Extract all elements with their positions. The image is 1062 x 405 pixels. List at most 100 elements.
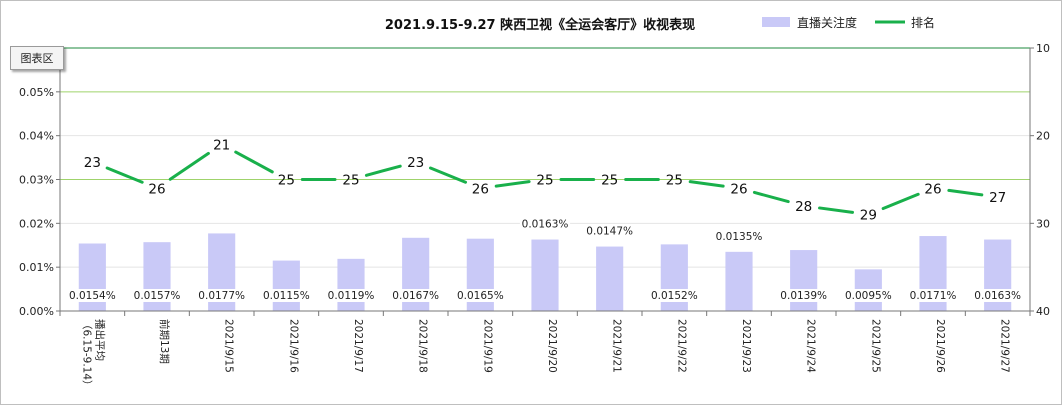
category-label-3: 2021/9/16 xyxy=(287,319,299,373)
category-label-text-8: 2021/9/21 xyxy=(611,319,623,373)
line-segment-6 xyxy=(494,180,531,188)
category-label-5: 2021/9/18 xyxy=(417,319,429,373)
line-point-label-10: 26 xyxy=(730,181,747,197)
line-point-label-0: 23 xyxy=(84,155,101,171)
bar-label-bg-2 xyxy=(196,289,247,302)
legend-label-line: 排名 xyxy=(911,15,935,30)
line-point-label-12: 29 xyxy=(860,208,877,224)
data-labels: 0.0154% 0.0157% 0.0177% 0.0115% 0.0119% 0.016… xyxy=(67,217,1023,302)
category-label-4: 2021/9/17 xyxy=(352,319,364,373)
category-label-text-13: 2021/9/26 xyxy=(934,319,946,373)
category-label-text-4: 2021/9/17 xyxy=(352,319,364,373)
bar-value-label-2: 0.0177% xyxy=(198,290,245,302)
bar-value-label-1: 0.0157% xyxy=(134,290,181,302)
line-point-label-13: 26 xyxy=(924,181,941,197)
category-label-text-11: 2021/9/24 xyxy=(805,319,817,373)
bar-value-label-6: 0.0165% xyxy=(457,290,504,302)
category-label-13: 2021/9/26 xyxy=(934,319,946,373)
bar-label-bg-1 xyxy=(131,289,183,302)
bar-value-label-9: 0.0152% xyxy=(651,290,698,302)
bar-label-bg-5 xyxy=(390,289,441,302)
y-right-tick-label-2: 30 xyxy=(1036,217,1050,230)
category-label-2: 2021/9/15 xyxy=(223,319,235,373)
line-segment-12 xyxy=(881,192,920,211)
line-segment-5 xyxy=(428,166,468,184)
bar-label-bg-10 xyxy=(713,229,765,243)
category-label-1: 前期13期 xyxy=(158,319,171,364)
category-labels: 播出平均（6.15-9.14） 前期13期 2021/9/15 2021/9/16 20… xyxy=(80,319,1010,391)
bar-value-label-4: 0.0119% xyxy=(328,290,375,302)
line-point-label-6: 26 xyxy=(472,181,489,197)
bar-label-bg-4 xyxy=(325,289,377,302)
bar-value-label-8: 0.0147% xyxy=(586,226,633,238)
y-left-tick-label-1: 0.01% xyxy=(19,261,54,274)
line-segment-0 xyxy=(105,166,144,184)
line-segment-9 xyxy=(688,180,725,188)
bar-10 xyxy=(725,251,753,311)
line-segment-13 xyxy=(947,188,984,197)
bar-label-bg-11 xyxy=(778,289,829,302)
category-label-11: 2021/9/24 xyxy=(805,319,817,373)
legend: 直播关注度 排名 xyxy=(762,15,935,30)
bar-value-label-13: 0.0171% xyxy=(910,290,957,302)
category-label-9: 2021/9/22 xyxy=(675,319,687,373)
bar-8 xyxy=(596,246,624,311)
line-point-label-11: 28 xyxy=(795,199,812,215)
category-label-text-0: 播出平均 xyxy=(93,319,106,361)
bar-label-bg-3 xyxy=(261,289,312,302)
category-label-text-6: 2021/9/19 xyxy=(481,319,493,373)
gridlines xyxy=(60,47,1030,268)
category-label-6: 2021/9/19 xyxy=(481,319,493,373)
bar-value-label-12: 0.0095% xyxy=(845,290,892,302)
line-segment-4 xyxy=(364,164,402,177)
line-point-label-7: 25 xyxy=(536,173,553,189)
line-point-label-8: 25 xyxy=(601,173,618,189)
line-point-label-9: 25 xyxy=(666,173,683,189)
category-label-subtext-0: （6.15-9.14） xyxy=(80,319,92,391)
category-label-8: 2021/9/21 xyxy=(611,319,623,373)
legend-label-bar: 直播关注度 xyxy=(797,15,857,30)
chart-area-tag[interactable]: 图表区 xyxy=(10,46,64,70)
axes: 0.00% 0.01% 0.02% 0.03% 0.04% 0.05% 10 20 30 40 xyxy=(19,42,1050,318)
bar-4 xyxy=(337,258,365,311)
category-label-12: 2021/9/25 xyxy=(869,319,881,373)
y-left-tick-label-5: 0.05% xyxy=(19,86,54,99)
category-label-text-10: 2021/9/23 xyxy=(740,319,752,373)
category-label-text-7: 2021/9/20 xyxy=(546,319,558,373)
line-point-label-4: 25 xyxy=(342,173,359,189)
bar-value-label-7: 0.0163% xyxy=(522,219,569,231)
bar-label-bg-6 xyxy=(455,289,506,302)
bar-3 xyxy=(272,260,300,311)
line-series: 23 26 21 25 25 23 26 25 25 25 26 28 29 26 27 xyxy=(84,137,1007,223)
bar-value-label-5: 0.0167% xyxy=(392,290,439,302)
line-point-label-2: 21 xyxy=(213,137,230,153)
line-point-label-1: 26 xyxy=(148,181,165,197)
y-left-tick-label-3: 0.03% xyxy=(19,174,54,187)
line-segment-10 xyxy=(752,190,790,204)
bar-label-bg-12 xyxy=(843,289,894,302)
line-point-label-3: 25 xyxy=(278,173,295,189)
bar-label-bg-13 xyxy=(907,289,959,302)
bar-value-label-3: 0.0115% xyxy=(263,290,310,302)
line-segment-1 xyxy=(168,151,210,181)
category-label-7: 2021/9/20 xyxy=(546,319,558,373)
y-left-tick-label-4: 0.04% xyxy=(19,130,54,143)
category-label-text-5: 2021/9/18 xyxy=(417,319,429,373)
bar-label-bg-9 xyxy=(649,289,700,302)
y-right-tick-label-0: 10 xyxy=(1036,42,1050,55)
category-label-text-1: 前期13期 xyxy=(158,319,171,364)
category-label-10: 2021/9/23 xyxy=(740,319,752,373)
y-left-tick-label-0: 0.00% xyxy=(19,305,54,318)
bar-value-label-14: 0.0163% xyxy=(974,290,1021,302)
category-label-14: 2021/9/27 xyxy=(999,319,1011,373)
bar-value-label-11: 0.0139% xyxy=(780,290,827,302)
category-label-text-14: 2021/9/27 xyxy=(999,319,1011,373)
bar-value-label-10: 0.0135% xyxy=(716,231,763,243)
bar-label-bg-0 xyxy=(67,289,118,302)
bar-label-bg-14 xyxy=(972,289,1023,302)
bar-label-bg-8 xyxy=(584,224,635,238)
chart-title: 2021.9.15-9.27 陕西卫视《全运会客厅》收视表现 xyxy=(385,17,695,33)
category-label-text-12: 2021/9/25 xyxy=(869,319,881,373)
